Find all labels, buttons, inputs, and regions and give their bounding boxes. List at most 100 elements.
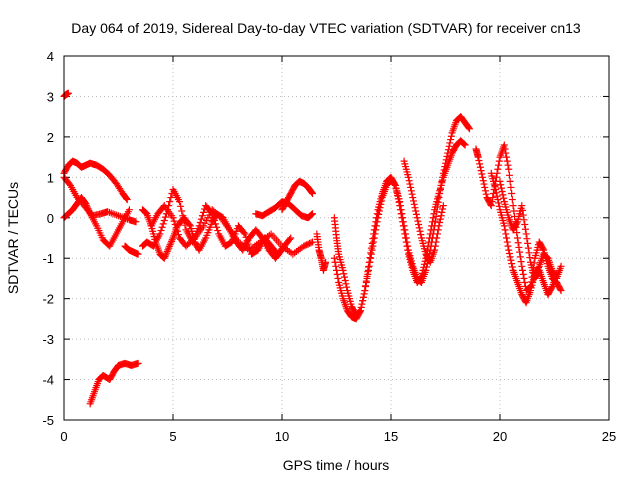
data-point bbox=[132, 218, 140, 226]
data-point bbox=[498, 187, 506, 195]
data-point bbox=[185, 221, 193, 229]
data-point bbox=[497, 181, 505, 189]
data-series-segment-5 bbox=[86, 359, 142, 408]
data-point bbox=[438, 208, 446, 216]
data-point bbox=[331, 258, 339, 266]
data-point bbox=[495, 161, 503, 169]
data-point bbox=[493, 192, 501, 200]
data-point bbox=[508, 190, 516, 198]
data-series-segment-16 bbox=[487, 169, 565, 307]
data-point bbox=[406, 180, 414, 188]
data-point bbox=[198, 212, 206, 220]
data-series-segment-7 bbox=[138, 185, 295, 258]
data-point bbox=[500, 222, 508, 230]
data-point bbox=[372, 214, 380, 222]
data-point bbox=[333, 266, 340, 274]
y-tick-label: 0 bbox=[47, 211, 54, 226]
data-point bbox=[428, 222, 436, 230]
data-point bbox=[553, 270, 561, 278]
data-point bbox=[504, 161, 512, 169]
data-point bbox=[162, 249, 170, 257]
data-point bbox=[161, 213, 169, 221]
data-point bbox=[163, 247, 171, 255]
data-point bbox=[503, 238, 511, 246]
data-point bbox=[404, 246, 412, 254]
y-tick-label: -3 bbox=[42, 332, 54, 347]
data-point bbox=[510, 207, 518, 215]
data-point bbox=[125, 206, 133, 214]
data-point bbox=[370, 230, 378, 238]
data-point bbox=[134, 359, 142, 367]
data-point bbox=[461, 141, 469, 149]
data-point bbox=[356, 307, 364, 315]
data-point bbox=[209, 213, 217, 221]
data-point bbox=[431, 242, 439, 250]
data-point bbox=[64, 89, 72, 97]
data-point bbox=[496, 177, 504, 185]
data-point bbox=[416, 227, 424, 235]
data-point bbox=[500, 141, 508, 149]
data-point bbox=[339, 266, 347, 274]
data-point bbox=[373, 210, 381, 218]
data-point bbox=[362, 277, 370, 285]
data-point bbox=[364, 263, 372, 271]
data-point bbox=[494, 196, 502, 204]
data-point bbox=[369, 235, 377, 243]
data-point bbox=[399, 222, 407, 230]
data-point bbox=[309, 210, 317, 218]
data-point bbox=[505, 246, 513, 254]
data-point bbox=[394, 192, 402, 200]
data-series-segment-10 bbox=[278, 177, 317, 214]
data-point bbox=[427, 226, 435, 234]
data-point bbox=[525, 249, 533, 257]
data-series-segment-8 bbox=[147, 202, 317, 258]
data-point bbox=[396, 206, 404, 214]
data-point bbox=[307, 239, 315, 247]
data-point bbox=[166, 198, 174, 206]
x-tick-label: 25 bbox=[602, 429, 616, 444]
data-point bbox=[167, 239, 175, 247]
data-point bbox=[445, 142, 453, 150]
plot-frame bbox=[63, 55, 610, 421]
data-point bbox=[410, 197, 418, 205]
data-point bbox=[507, 183, 515, 191]
data-point bbox=[501, 226, 509, 234]
data-point bbox=[475, 156, 483, 164]
data-point bbox=[503, 157, 511, 165]
data-point bbox=[446, 139, 454, 147]
data-point bbox=[508, 260, 516, 268]
data-point bbox=[492, 173, 500, 181]
data-point bbox=[212, 220, 220, 228]
data-point bbox=[426, 230, 434, 238]
data-point bbox=[160, 254, 168, 262]
data-point bbox=[322, 258, 330, 266]
data-point bbox=[494, 165, 502, 173]
data-point bbox=[343, 283, 351, 291]
y-tick-label: 2 bbox=[47, 130, 54, 145]
data-point bbox=[503, 234, 511, 242]
data-point bbox=[341, 276, 349, 284]
data-point bbox=[439, 205, 447, 213]
data-point bbox=[487, 202, 495, 210]
data-point bbox=[159, 220, 167, 228]
data-point bbox=[497, 184, 505, 192]
data-point bbox=[197, 215, 205, 223]
data-point bbox=[364, 268, 372, 276]
data-point bbox=[308, 210, 316, 218]
x-tick-label: 5 bbox=[169, 429, 176, 444]
y-tick-label: 4 bbox=[47, 49, 54, 64]
data-point bbox=[411, 204, 419, 212]
data-point bbox=[370, 226, 378, 234]
data-point bbox=[460, 140, 468, 148]
data-point bbox=[524, 244, 532, 252]
data-point bbox=[403, 242, 411, 250]
data-point bbox=[393, 188, 401, 196]
data-point bbox=[433, 234, 441, 242]
data-point bbox=[362, 282, 370, 290]
data-point bbox=[436, 215, 444, 223]
data-point bbox=[507, 256, 515, 264]
data-point bbox=[178, 207, 186, 215]
data-point bbox=[514, 239, 522, 247]
data-point bbox=[492, 185, 500, 193]
data-point bbox=[172, 224, 180, 232]
